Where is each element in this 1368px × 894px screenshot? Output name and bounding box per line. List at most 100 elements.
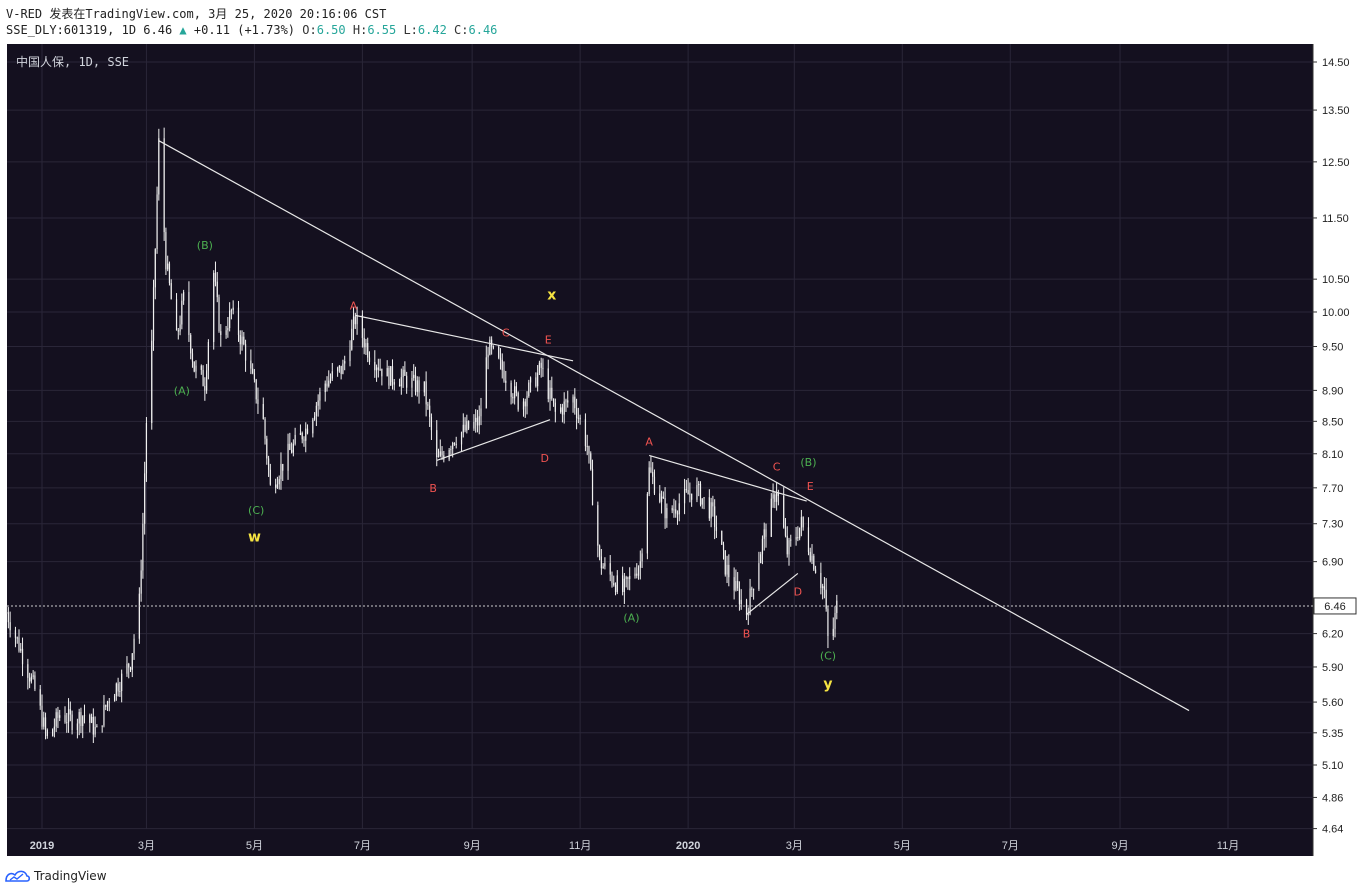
wave-label: B (429, 482, 437, 495)
candle-body (761, 538, 764, 555)
candle-body (652, 472, 654, 477)
candle-body (708, 497, 710, 519)
candle-body (538, 362, 541, 373)
candle-body (514, 386, 516, 399)
candle-body (416, 380, 418, 392)
candle-body (52, 729, 54, 737)
price-tick-label: 9.50 (1322, 341, 1343, 353)
candle-body (662, 496, 664, 499)
candle-body (156, 194, 158, 250)
candle-body (737, 580, 739, 589)
candle-body (772, 494, 774, 499)
candle-body (664, 498, 666, 519)
footer-branding[interactable]: TradingView (4, 866, 107, 886)
wave-label: C (773, 460, 781, 473)
candle-body (714, 506, 716, 528)
candle-body (611, 574, 613, 584)
candle-body (561, 407, 564, 415)
symbol-info: SSE_DLY:601319, 1D 6.46 (6, 23, 173, 37)
candle-body (83, 715, 86, 717)
wave-label: (A) (623, 612, 639, 625)
candle-body (67, 709, 70, 723)
candle-body (418, 380, 420, 393)
candle-body (492, 346, 494, 348)
candle-body (827, 608, 829, 637)
candle-body (436, 430, 438, 458)
candle-body (202, 369, 204, 387)
candle-body (740, 599, 742, 605)
trendline (648, 454, 807, 502)
candle-body (145, 423, 148, 474)
candle-body (691, 493, 693, 500)
candle-body (466, 421, 468, 431)
price-tick-label: 8.50 (1322, 416, 1343, 428)
plot-area[interactable] (7, 44, 1313, 829)
candle-body (777, 492, 779, 496)
candle-body (450, 449, 452, 451)
candle-body (799, 527, 801, 539)
trendline (746, 572, 799, 615)
candle-body (344, 361, 346, 364)
candles (5, 127, 838, 744)
candle-body (540, 362, 542, 368)
candle-body (565, 400, 567, 402)
wave-label: (B) (800, 456, 816, 469)
candle-body (167, 263, 169, 270)
candle-body (119, 690, 121, 692)
candle-body (476, 417, 479, 426)
candle-body (650, 467, 652, 473)
price-tick-label: 4.64 (1322, 824, 1343, 836)
candle-body (825, 589, 827, 609)
price-axis[interactable] (1313, 44, 1361, 856)
candle-body (16, 637, 18, 639)
candle-body (244, 344, 247, 361)
candle-body (602, 566, 604, 569)
candle-body (158, 138, 160, 195)
candle-body (390, 366, 392, 386)
grid (7, 44, 1313, 830)
candle-body (367, 343, 369, 358)
candle-body (337, 367, 339, 372)
wave-label: (A) (174, 384, 190, 397)
candle-body (788, 540, 790, 555)
candle-body (776, 492, 778, 502)
candle-body (712, 502, 714, 507)
candle-body (614, 584, 617, 592)
candle-body (627, 577, 629, 580)
candle-body (790, 539, 792, 541)
candle-body (715, 527, 718, 531)
wave-label: (C) (248, 504, 264, 517)
wave-label: E (807, 480, 814, 493)
candle-body (634, 573, 636, 576)
candle-body (832, 628, 834, 637)
candle-body (834, 613, 836, 629)
candle-body (46, 730, 48, 737)
candle-body (685, 489, 687, 491)
candle-body (294, 434, 296, 444)
candle-body (802, 517, 804, 528)
price-tick-label: 5.60 (1322, 697, 1343, 709)
candle-body (9, 622, 11, 631)
candle-body (398, 384, 401, 387)
candle-body (552, 398, 555, 403)
candle-body (604, 563, 606, 567)
candle-body (177, 330, 179, 332)
candle-body (105, 705, 107, 707)
candle-body (733, 577, 735, 591)
price-ticks: 14.50 13.50 12.50 11.50 10.50 10.00 9.50 8.90 8.… (1313, 57, 1350, 836)
wave-label: y (823, 676, 832, 692)
candle-body (721, 530, 723, 545)
trendline (355, 314, 574, 362)
candle-body (133, 638, 135, 654)
time-axis[interactable] (7, 829, 1313, 856)
candle-body (41, 705, 43, 727)
candle-body (342, 363, 344, 374)
candle-body (204, 386, 206, 391)
candle-body (783, 495, 785, 528)
candle-body (609, 563, 611, 575)
candle-body (82, 716, 84, 726)
candle-body (151, 340, 153, 424)
up-arrow-icon: ▲ (179, 23, 187, 37)
candle-body (653, 476, 656, 494)
